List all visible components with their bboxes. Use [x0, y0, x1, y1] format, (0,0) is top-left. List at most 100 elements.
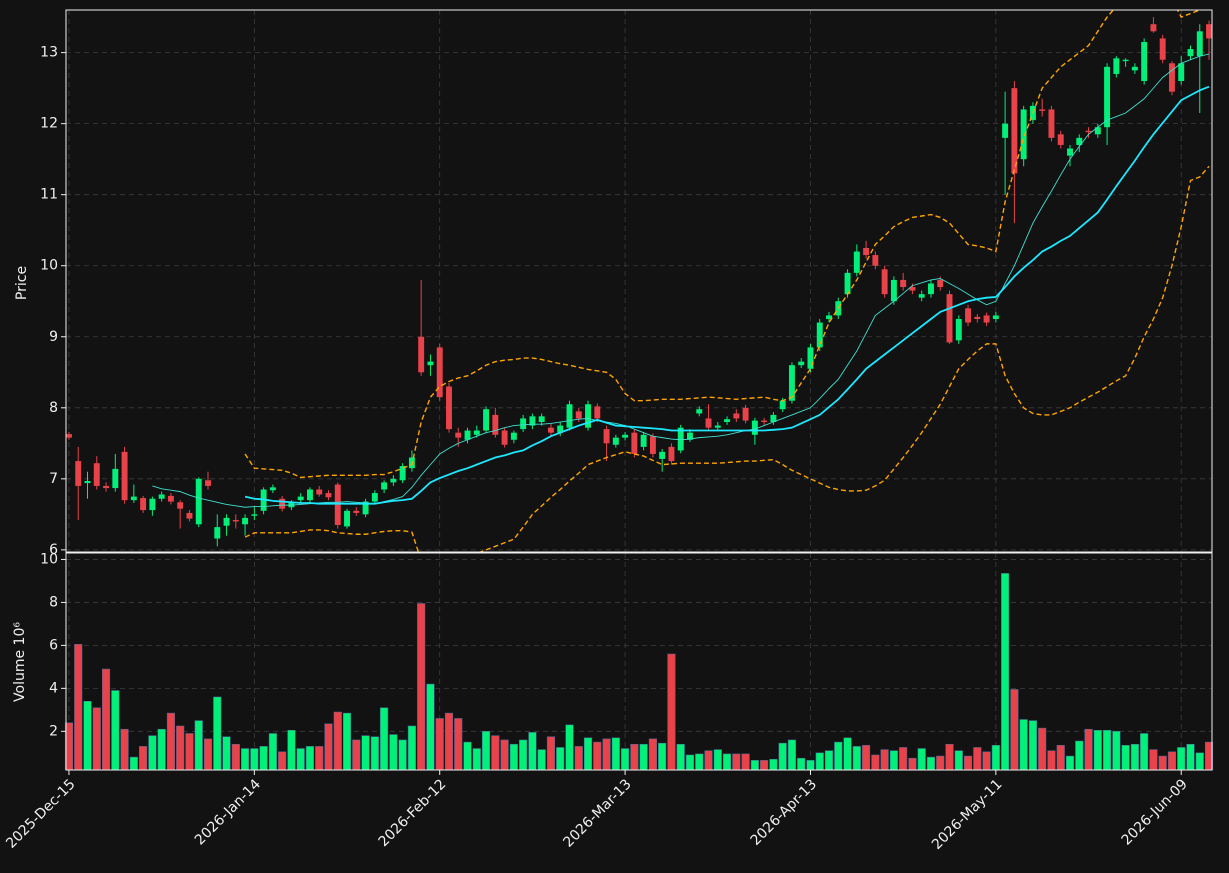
y-tick-label: 8 — [49, 400, 58, 416]
volume-bar — [444, 712, 454, 771]
candle-body — [1122, 59, 1129, 62]
volume-bar — [602, 738, 611, 771]
candle-body — [816, 322, 823, 348]
candle-body — [75, 461, 82, 486]
volume-bar — [685, 754, 695, 771]
candle-body — [158, 494, 165, 499]
candle-body — [121, 451, 128, 501]
price-axis-label: Price — [14, 266, 30, 300]
volume-bar — [278, 751, 287, 771]
volume-bar — [852, 746, 861, 771]
volume-bar — [1158, 755, 1167, 771]
candle-body — [770, 414, 777, 423]
candle-body — [214, 527, 221, 539]
volume-bar — [407, 725, 416, 771]
volume-bar — [231, 743, 240, 771]
volume-bar — [315, 746, 324, 771]
candle-body — [798, 361, 805, 366]
volume-bar — [1121, 745, 1130, 771]
candle-body — [566, 404, 573, 428]
volume-bar — [1186, 743, 1195, 771]
candle-body — [140, 498, 147, 511]
candle-body — [501, 430, 508, 445]
volume-bar — [926, 756, 936, 771]
volume-bar — [982, 751, 991, 771]
volume-bar — [574, 746, 583, 771]
volume-frame — [65, 552, 1213, 771]
volume-bar — [556, 747, 565, 771]
volume-bar — [1047, 750, 1056, 771]
volume-panel — [64, 573, 1214, 771]
volume-bar — [973, 747, 982, 771]
volume-bar — [222, 736, 231, 771]
candle-body — [557, 425, 564, 433]
line-series — [244, 165, 1210, 552]
candle-body — [1206, 24, 1212, 39]
candle-body — [205, 480, 211, 486]
candle-body — [371, 493, 378, 502]
candle-body — [93, 463, 100, 486]
candle-body — [167, 495, 174, 502]
candle-body — [687, 432, 693, 440]
volume-bar — [92, 707, 101, 771]
volume-bar — [936, 755, 945, 771]
candle-body — [918, 294, 925, 298]
candle-body — [103, 485, 110, 489]
volume-bar — [611, 737, 620, 771]
candle-body — [1187, 49, 1194, 57]
candle-body — [362, 501, 369, 515]
candle-body — [529, 416, 536, 426]
y-tick-label: 11 — [40, 187, 58, 203]
candle-body — [1150, 24, 1157, 32]
candle-body — [334, 484, 341, 526]
volume-bar — [472, 748, 481, 771]
candle-body — [649, 436, 656, 454]
volume-bar — [74, 644, 83, 771]
volume-bar — [760, 760, 769, 771]
y-tick-label: 10 — [40, 551, 58, 567]
volume-bar — [259, 746, 268, 771]
volume-bar — [166, 712, 175, 771]
volume-bar — [593, 741, 602, 771]
volume-bar — [148, 735, 157, 771]
candle-body — [316, 489, 323, 495]
volume-bar — [435, 718, 444, 771]
volume-bar — [806, 760, 815, 771]
volume-bar — [741, 753, 750, 771]
candle-body — [788, 365, 795, 401]
volume-bar — [417, 603, 426, 771]
line-series — [244, 10, 1205, 479]
candle-body — [1002, 123, 1009, 138]
volume-bar — [565, 724, 574, 771]
candle-body — [1020, 109, 1027, 160]
volume-bar — [1019, 719, 1028, 771]
volume-bar — [778, 742, 787, 771]
volume-bar — [139, 746, 148, 771]
y-tick-label: 6 — [49, 637, 58, 653]
candle-body — [575, 411, 582, 419]
volume-bar — [621, 748, 630, 771]
volume-bar — [695, 753, 704, 771]
candle-body — [1057, 134, 1064, 145]
volume-bar — [482, 731, 491, 771]
volume-bar — [287, 730, 296, 771]
volume-bar — [324, 723, 333, 771]
volume-bar — [1112, 731, 1121, 771]
candle-body — [863, 247, 870, 256]
volume-bar — [546, 736, 555, 771]
line-series — [152, 53, 1210, 508]
candle-body — [390, 478, 397, 483]
candle-body — [1159, 38, 1166, 60]
price-panel — [66, 10, 1212, 552]
volume-bar — [83, 700, 92, 771]
candle-body — [714, 425, 721, 428]
candle-body — [1141, 41, 1148, 82]
candle-body — [733, 413, 740, 419]
candle-body — [1178, 63, 1185, 82]
candle-body — [483, 409, 490, 431]
candle-body — [1168, 63, 1175, 92]
candle-body — [826, 315, 832, 320]
volume-bar — [1038, 727, 1047, 771]
volume-bar — [370, 736, 379, 771]
